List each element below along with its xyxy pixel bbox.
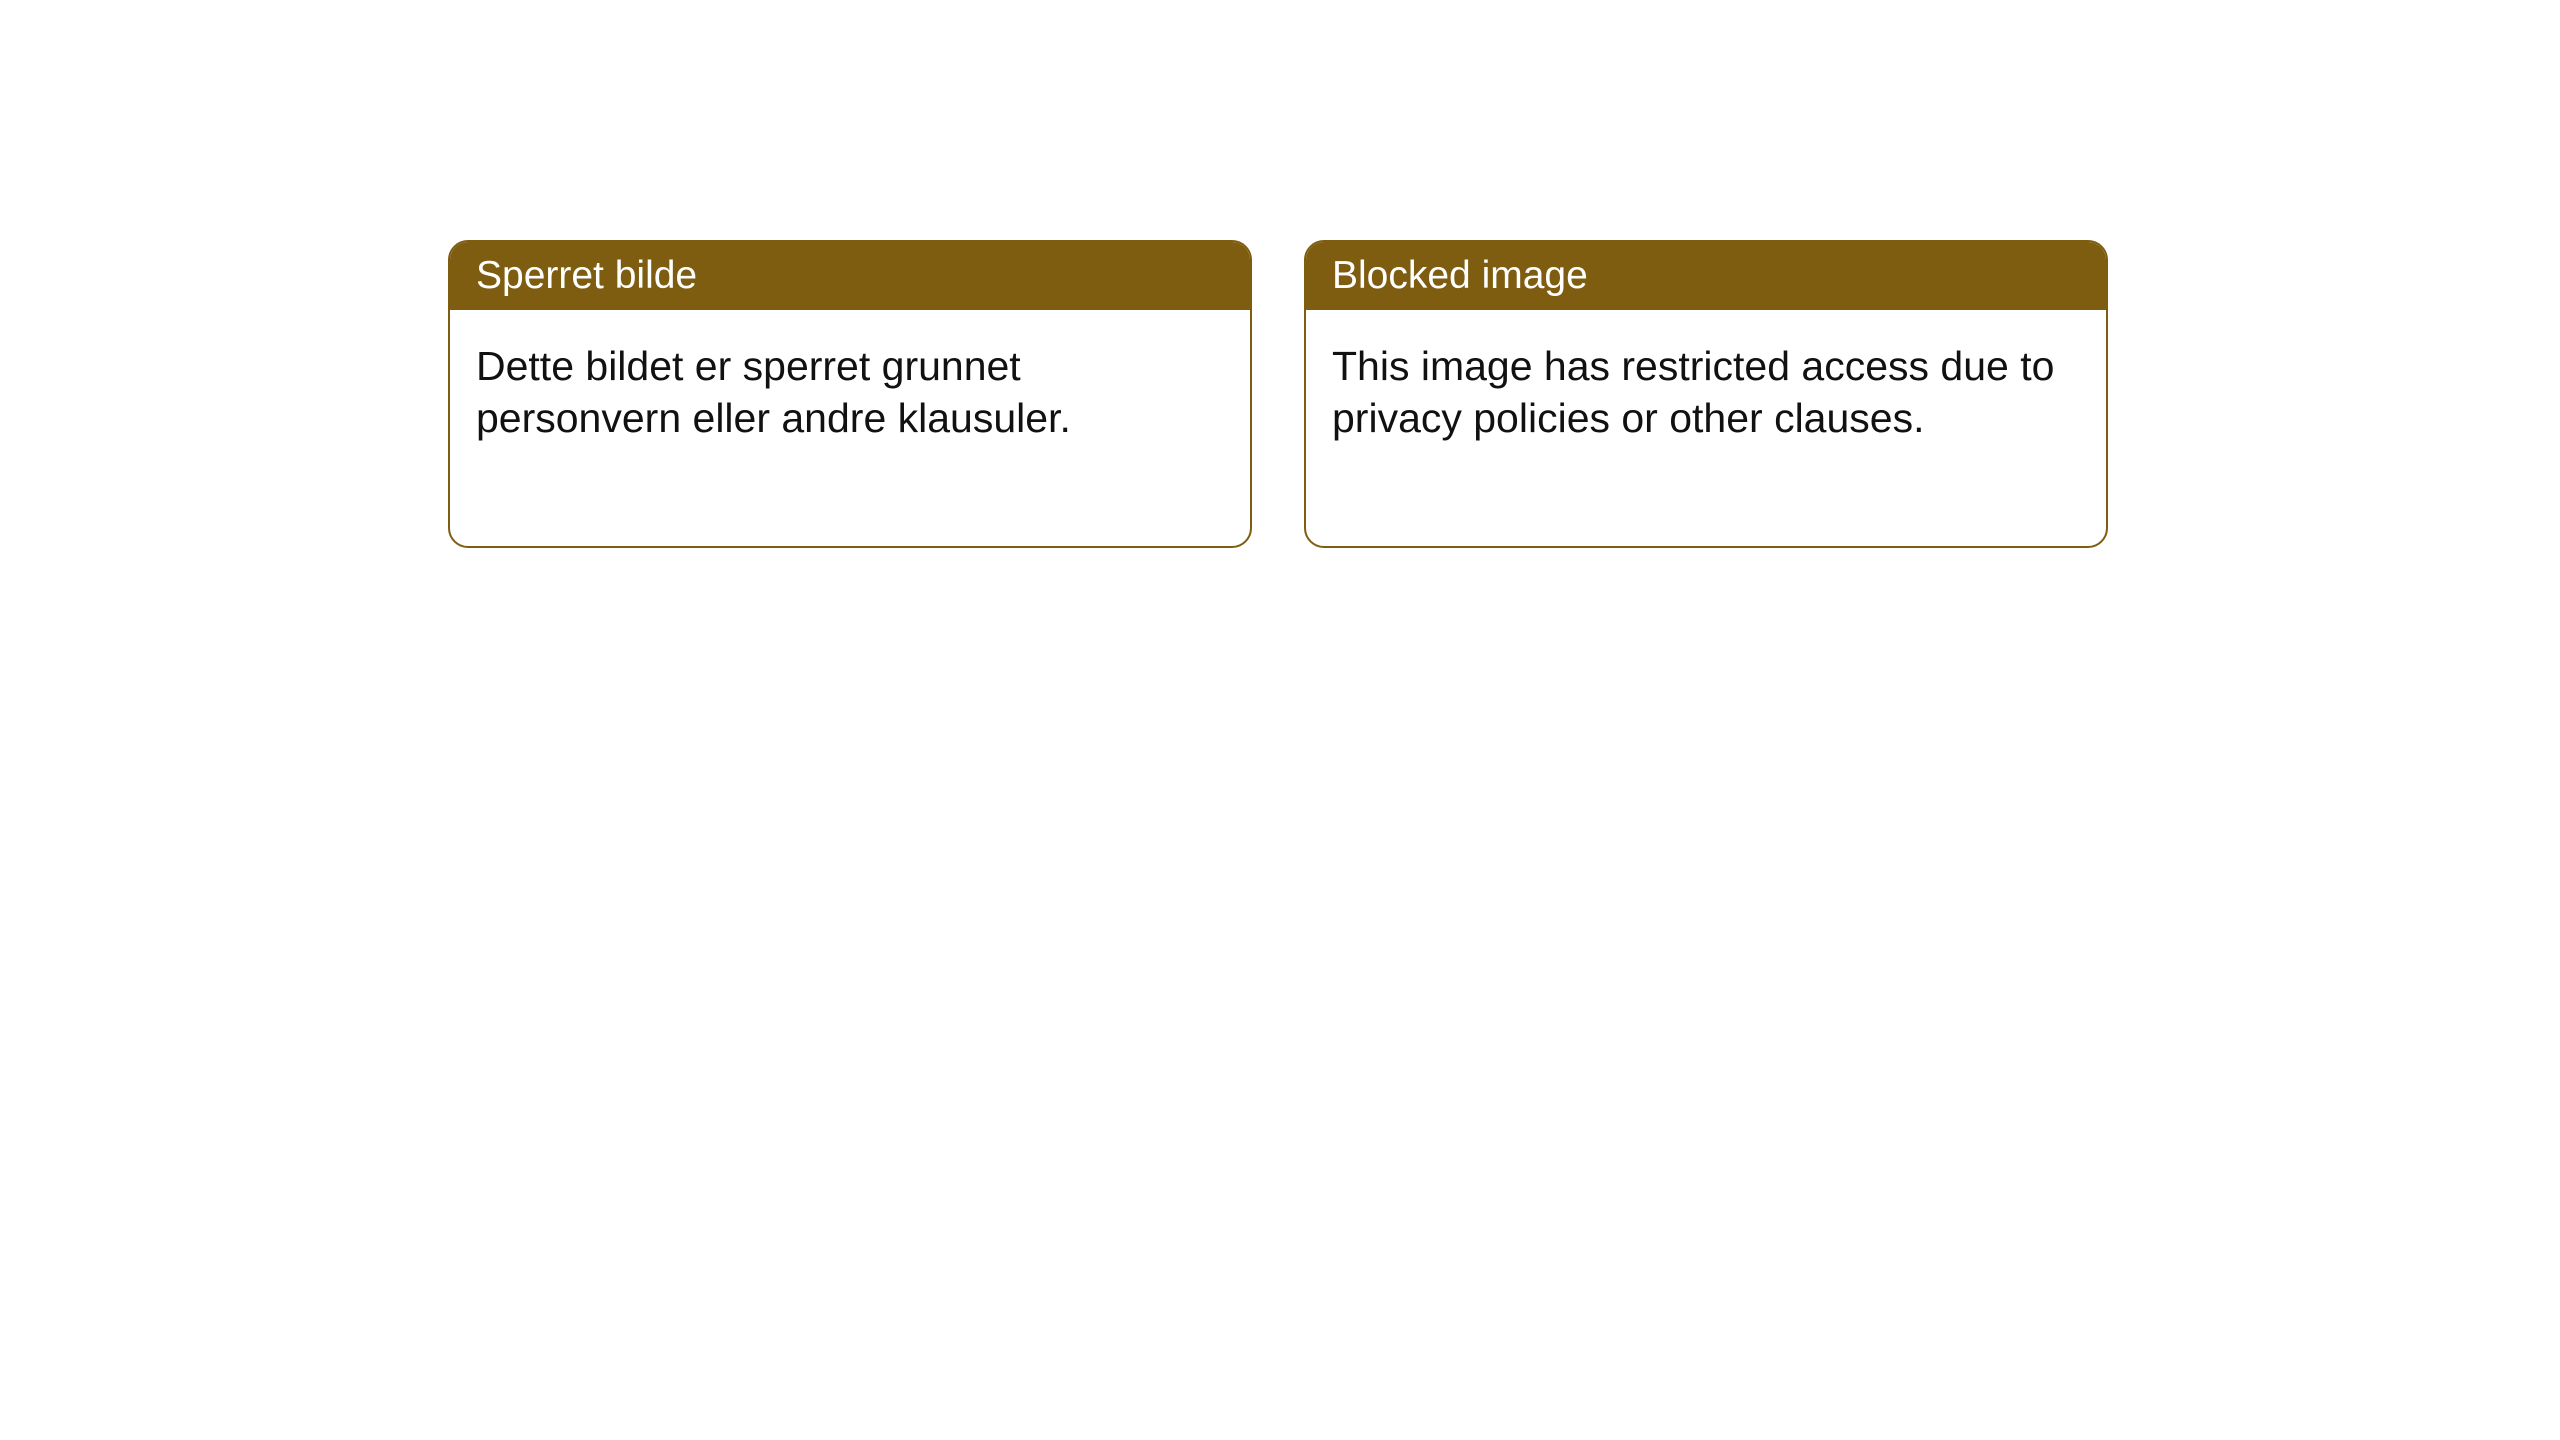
notice-box-english: Blocked image This image has restricted … (1304, 240, 2108, 548)
notice-body-english: This image has restricted access due to … (1306, 310, 2106, 546)
notice-header-english: Blocked image (1306, 242, 2106, 310)
notice-header-norwegian: Sperret bilde (450, 242, 1250, 310)
notice-box-norwegian: Sperret bilde Dette bildet er sperret gr… (448, 240, 1252, 548)
notice-boxes-container: Sperret bilde Dette bildet er sperret gr… (448, 240, 2108, 548)
notice-body-norwegian: Dette bildet er sperret grunnet personve… (450, 310, 1250, 546)
